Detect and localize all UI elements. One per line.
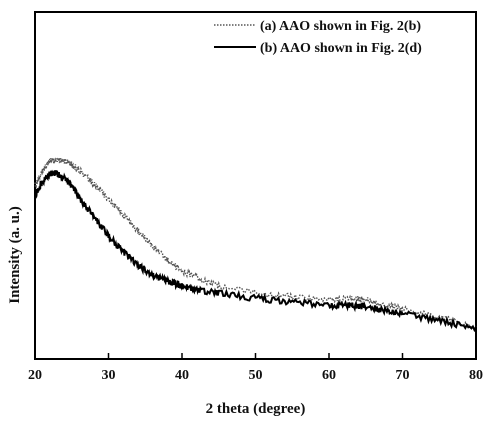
x-tick-label-40: 40: [175, 368, 189, 383]
x-tick-label-50: 50: [249, 368, 263, 383]
legend-label-a: (a) AAO shown in Fig. 2(b): [260, 19, 421, 34]
series-line-a: [34, 155, 477, 329]
x-tick-label-80: 80: [469, 368, 483, 383]
series-line-b: [34, 169, 477, 333]
series-layer: [34, 155, 477, 333]
x-tick-label-30: 30: [102, 368, 116, 383]
plot-frame: [34, 11, 477, 360]
x-axis-title: 2 theta (degree): [206, 401, 306, 417]
x-axis-ticks: [34, 353, 477, 359]
legend: (a) AAO shown in Fig. 2(b) (b) AAO shown…: [214, 19, 422, 56]
x-tick-label-60: 60: [322, 368, 336, 383]
x-tick-label-70: 70: [396, 368, 410, 383]
y-axis-title: Intensity (a. u.): [7, 206, 23, 304]
x-tick-label-20: 20: [28, 368, 42, 383]
legend-label-b: (b) AAO shown in Fig. 2(d): [260, 41, 422, 56]
x-axis-tick-labels: 20 30 40 50 60 70 80: [28, 368, 483, 383]
